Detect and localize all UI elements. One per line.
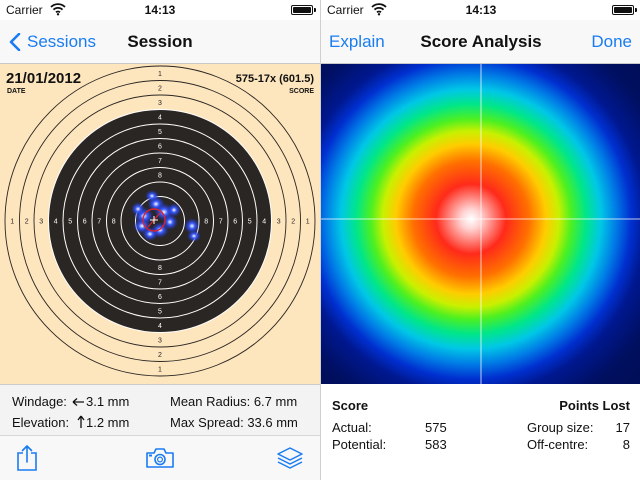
score-analysis-panel: Score Points Lost Actual: 575 Group size… bbox=[321, 384, 640, 480]
group-centre-marker bbox=[142, 208, 166, 232]
status-bar: Carrier 14:13 bbox=[321, 0, 640, 20]
target-ring bbox=[19, 80, 301, 362]
potential-value: 583 bbox=[425, 437, 447, 452]
group-size-value: 17 bbox=[615, 420, 630, 435]
ring-label: 5 bbox=[158, 129, 162, 136]
back-button[interactable]: Sessions bbox=[27, 32, 96, 51]
target-ring bbox=[120, 181, 200, 261]
elevation-label: Elevation: bbox=[12, 415, 70, 430]
date-label: DATE bbox=[7, 88, 26, 95]
score-heatmap bbox=[321, 64, 640, 384]
clock: 14:13 bbox=[144, 3, 176, 17]
session-date: 21/01/2012 bbox=[6, 70, 82, 87]
ring-label: 7 bbox=[219, 219, 223, 226]
ring-label: 4 bbox=[158, 323, 162, 330]
ring-label: 2 bbox=[25, 219, 29, 226]
camera-icon[interactable] bbox=[145, 447, 175, 469]
bottom-toolbar bbox=[0, 436, 320, 480]
score-label: SCORE bbox=[289, 88, 314, 95]
ring-label: 8 bbox=[204, 219, 208, 226]
heatmap-crosshair bbox=[321, 64, 640, 384]
done-button[interactable]: Done bbox=[591, 32, 632, 51]
target-face[interactable]: 1 1 1 1 2 2 2 2 3 3 3 3 4 4 4 4 5 5 5 5 6 6 6 6 7 7 7 7 8 8 8 8 bbox=[0, 64, 320, 384]
ring-label: 5 bbox=[68, 219, 72, 226]
score-header: Score bbox=[332, 398, 369, 413]
windage-label: Windage: bbox=[12, 394, 67, 409]
elevation-value: 1.2 mm bbox=[86, 415, 130, 430]
ring-label: 5 bbox=[248, 219, 252, 226]
target-ring bbox=[48, 109, 272, 333]
layers-icon[interactable] bbox=[276, 446, 304, 470]
potential-label: Potential: bbox=[332, 437, 387, 452]
ring-label: 2 bbox=[158, 352, 162, 359]
actual-label: Actual: bbox=[332, 420, 372, 435]
wifi-icon bbox=[50, 3, 66, 16]
carrier-label: Carrier bbox=[327, 3, 364, 17]
target-ring bbox=[62, 123, 258, 319]
battery-icon bbox=[291, 5, 316, 15]
session-screen: Carrier 14:13 Sessions Session 21/01/201… bbox=[0, 0, 320, 480]
ring-label: 8 bbox=[158, 265, 162, 272]
windage-value: 3.1 mm bbox=[86, 394, 130, 409]
ring-label: 4 bbox=[262, 219, 266, 226]
carrier-label: Carrier bbox=[6, 3, 43, 17]
actual-value: 575 bbox=[425, 420, 447, 435]
ring-label: 3 bbox=[158, 100, 162, 107]
session-score: 575-17x (601.5) bbox=[235, 73, 314, 85]
ring-label: 7 bbox=[97, 219, 101, 226]
score-analysis-screen: Carrier 14:13 Explain Score Analysis Don… bbox=[320, 0, 640, 480]
page-title: Score Analysis bbox=[420, 32, 542, 51]
navigation-bar: Sessions Session bbox=[0, 20, 320, 64]
ring-label: 6 bbox=[233, 219, 237, 226]
ring-label: 2 bbox=[291, 219, 295, 226]
target-ring bbox=[77, 138, 243, 304]
chevron-left-icon[interactable] bbox=[8, 33, 22, 51]
ring-label: 3 bbox=[39, 219, 43, 226]
ring-label: 6 bbox=[158, 143, 162, 150]
ring-label: 1 bbox=[158, 71, 162, 78]
share-icon[interactable] bbox=[15, 444, 39, 472]
group-size-label: Group size: bbox=[527, 420, 594, 435]
page-title: Session bbox=[127, 32, 193, 51]
mean-radius: Mean Radius: 6.7 mm bbox=[170, 394, 298, 409]
points-lost-header: Points Lost bbox=[559, 398, 630, 413]
ring-label: 6 bbox=[83, 219, 87, 226]
target-ring bbox=[33, 94, 287, 348]
off-centre-value: 8 bbox=[622, 437, 630, 452]
clock: 14:13 bbox=[465, 3, 497, 17]
ring-label: 6 bbox=[158, 294, 162, 301]
target-ring bbox=[106, 167, 214, 275]
ring-label: 4 bbox=[158, 114, 162, 121]
ring-label: 3 bbox=[158, 337, 162, 344]
status-bar: Carrier 14:13 bbox=[0, 0, 320, 20]
ring-label: 1 bbox=[158, 366, 162, 373]
off-centre-label: Off-centre: bbox=[527, 437, 589, 452]
wifi-icon bbox=[371, 3, 387, 16]
ring-label: 2 bbox=[158, 85, 162, 92]
ring-label: 1 bbox=[10, 219, 14, 226]
max-spread: Max Spread: 33.6 mm bbox=[170, 415, 298, 430]
explain-button[interactable]: Explain bbox=[329, 32, 385, 51]
target-ring bbox=[4, 65, 316, 377]
shot-statistics: Windage: 3.1 mm Mean Radius: 6.7 mm Elev… bbox=[0, 384, 320, 436]
ring-label: 5 bbox=[158, 308, 162, 315]
ring-label: 7 bbox=[158, 279, 162, 286]
aiming-mark bbox=[48, 109, 272, 333]
ring-label: 3 bbox=[277, 219, 281, 226]
ring-label: 8 bbox=[112, 219, 116, 226]
target-ring bbox=[91, 152, 229, 290]
battery-icon bbox=[612, 5, 637, 15]
arrow-left-icon bbox=[72, 398, 84, 406]
ring-label: 8 bbox=[158, 172, 162, 179]
navigation-bar: Explain Score Analysis Done bbox=[321, 20, 640, 64]
ring-label: 4 bbox=[54, 219, 58, 226]
ring-label: 1 bbox=[306, 219, 310, 226]
ring-label: 7 bbox=[158, 158, 162, 165]
arrow-up-icon bbox=[77, 415, 85, 428]
